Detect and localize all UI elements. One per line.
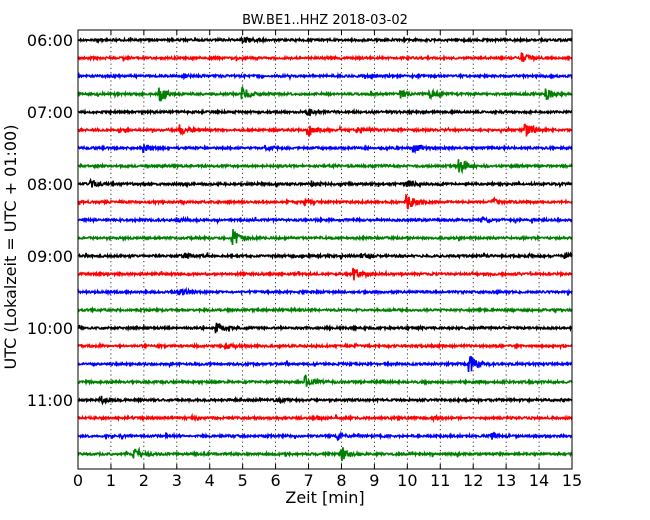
x-tick-label: 0 — [73, 471, 83, 490]
x-tick-label: 2 — [139, 471, 149, 490]
trace-0630 — [77, 71, 573, 82]
trace-1030 — [77, 355, 573, 373]
y-tick-label: 07:00 — [27, 103, 73, 122]
trace-1100 — [77, 395, 573, 406]
trace-0930 — [77, 286, 573, 297]
trace-0800 — [77, 177, 573, 189]
trace-0745 — [77, 159, 573, 175]
trace-0730 — [77, 143, 573, 155]
trace-0700 — [77, 107, 573, 117]
y-tick-label: 06:00 — [27, 31, 73, 50]
x-tick-label: 7 — [303, 471, 313, 490]
x-tick-label: 6 — [271, 471, 281, 490]
x-tick-label: 13 — [496, 471, 516, 490]
trace-1130 — [77, 430, 573, 442]
trace-0600 — [77, 35, 573, 45]
trace-0900 — [77, 251, 573, 260]
x-tick-label: 1 — [106, 471, 116, 490]
y-tick-label: 11:00 — [27, 391, 73, 410]
y-tick-label: 09:00 — [27, 247, 73, 266]
x-tick-label: 14 — [529, 471, 549, 490]
trace-group — [77, 35, 573, 462]
trace-0830 — [77, 215, 573, 226]
x-tick-label: 3 — [172, 471, 182, 490]
trace-0945 — [77, 305, 573, 314]
trace-0845 — [77, 229, 573, 246]
y-axis-label: UTC (Lokalzeit = UTC + 01:00) — [1, 125, 20, 370]
trace-0915 — [77, 267, 573, 281]
trace-1015 — [77, 341, 573, 351]
x-tick-label: 8 — [336, 471, 346, 490]
trace-1000 — [77, 322, 573, 334]
grid-lines — [110, 30, 540, 469]
x-tick-label: 12 — [463, 471, 483, 490]
x-tick-label: 9 — [369, 471, 379, 490]
x-tick-label: 10 — [397, 471, 417, 490]
y-axis: 06:00 07:00 08:00 09:00 10:00 11:00 — [27, 31, 572, 410]
trace-1045 — [77, 374, 573, 387]
trace-0615 — [77, 52, 573, 63]
chart-title: BW.BE1..HHZ 2018-03-02 — [242, 13, 408, 28]
x-tick-label: 5 — [238, 471, 248, 490]
plot-frame — [77, 29, 573, 470]
y-tick-label: 08:00 — [27, 175, 73, 194]
x-axis: 0 1 2 3 4 5 6 7 8 9 10 11 12 13 14 15 — [73, 30, 582, 490]
trace-1115 — [77, 412, 573, 424]
trace-0815 — [77, 193, 573, 210]
x-tick-label: 11 — [430, 471, 450, 490]
x-tick-label: 4 — [205, 471, 215, 490]
x-axis-label: Zeit [min] — [285, 488, 364, 507]
trace-0645 — [77, 85, 573, 102]
trace-1145 — [77, 446, 573, 462]
trace-0715 — [77, 123, 573, 137]
x-tick-label: 15 — [562, 471, 582, 490]
y-tick-label: 10:00 — [27, 319, 73, 338]
